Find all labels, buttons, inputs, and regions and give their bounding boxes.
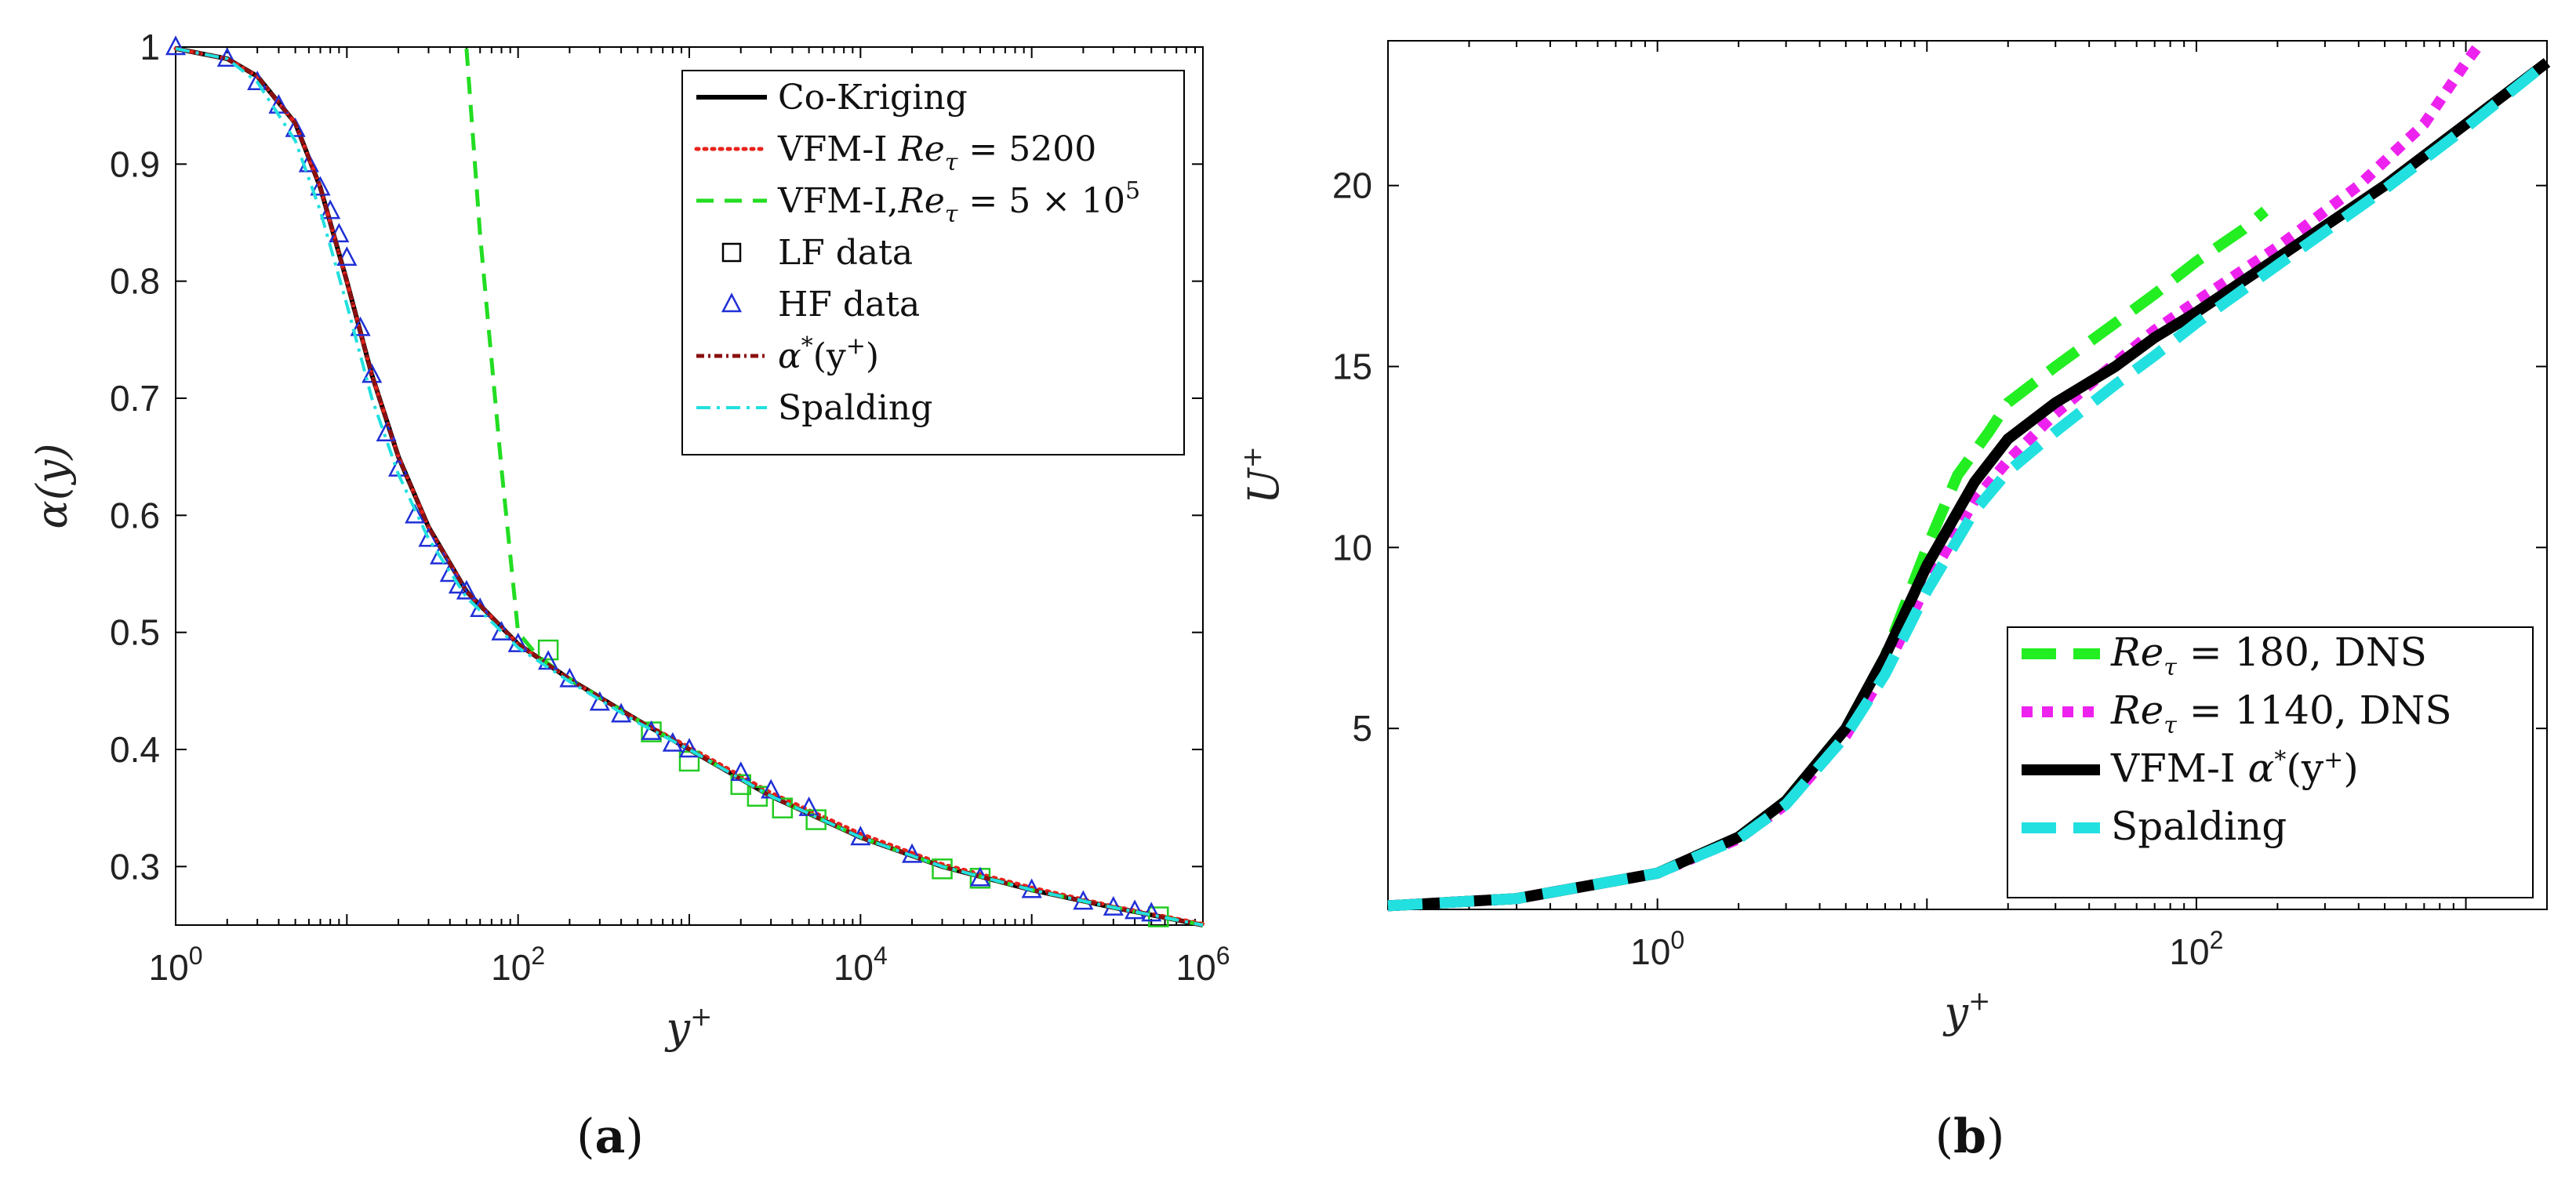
legend-label: Spalding (2111, 804, 2287, 849)
panel-a-ticks: 100 102 104 106 0.3 0.4 0.5 0.6 0.7 0.8 0.9 1 (110, 27, 1230, 988)
lf-data-point (772, 797, 794, 818)
y-tick-label: 0.7 (110, 378, 160, 419)
hf-data-point (165, 35, 187, 56)
y-tick-label: 0.5 (110, 612, 160, 653)
y-tick-label: 0.8 (110, 261, 160, 302)
hf-data-point (362, 363, 383, 383)
legend-label: Co-Kriging (778, 78, 968, 118)
series-line-2 (1387, 58, 2551, 912)
legend-label: VFM-I,Reτ = 5 × 105 (777, 177, 1140, 228)
hf-data-point (285, 117, 306, 137)
y-tick-label: 10 (1332, 527, 1372, 568)
hf-data-point (350, 316, 371, 336)
legend-label: Spalding (778, 388, 932, 428)
caption-b: (b) (1935, 1109, 2005, 1164)
hf-data-point (678, 738, 700, 758)
y-tick-label: 5 (1352, 708, 1372, 749)
x-tick-label: 106 (1176, 942, 1230, 988)
legend-label: LF data (778, 233, 913, 273)
x-tick-label: 100 (1630, 926, 1684, 972)
legend-label: α*(y+) (778, 332, 879, 376)
panel-a-chart: 100 102 104 106 0.3 0.4 0.5 0.6 0.7 0.8 0.9 1 Co-Kr… (27, 27, 1230, 1053)
y-tick-label: 0.9 (110, 143, 160, 184)
x-tick-label: 104 (834, 942, 888, 988)
lf-data-point (747, 786, 768, 807)
x-tick-label: 102 (2169, 926, 2223, 972)
x-tick-label: 100 (149, 942, 203, 988)
panel-b-ticks: 100 102 5 10 15 20 (1332, 41, 2548, 972)
y-axis-label: α(y) (27, 443, 77, 528)
legend-label: VFM-I α*(y+) (2110, 746, 2359, 791)
hf-data-point (448, 574, 470, 594)
legend-box (681, 70, 1185, 455)
panel-b-axis-labels: y+ U+ (1237, 446, 1991, 1037)
legend-label: Reτ = 180, DNS (2110, 630, 2427, 681)
legend-swatch (721, 242, 742, 263)
panel-a-axis-labels: y+ α(y) (27, 443, 713, 1053)
legend-box (2007, 626, 2534, 898)
y-tick-label: 20 (1332, 165, 1372, 206)
panel-b-legend: Reτ = 180, DNS Reτ = 1140, DNS VFM-I α*(y+… (2007, 626, 2534, 898)
hf-data-point (336, 246, 358, 267)
y-tick-label: 0.6 (110, 495, 160, 535)
hf-data-point (405, 503, 426, 524)
panel-b-chart: 100 102 5 10 15 20 Reτ = 180, DNS Reτ = 1140, … (1237, 38, 2551, 1037)
y-tick-label: 0.4 (110, 729, 160, 770)
legend-swatch (721, 292, 743, 313)
x-axis-label: y+ (1942, 985, 1990, 1037)
series-line-5 (175, 46, 1204, 927)
y-tick-label: 15 (1332, 347, 1372, 387)
series-line-2 (464, 48, 1204, 927)
x-tick-label: 102 (491, 942, 545, 988)
panel-b-series (1387, 38, 2551, 912)
series-line-6 (175, 47, 1204, 927)
hf-data-point (418, 527, 439, 547)
y-tick-label: 0.3 (110, 846, 160, 887)
series-line-3 (1387, 58, 2551, 912)
panel-a-series (165, 35, 1205, 927)
lf-data-point (678, 750, 700, 772)
legend-label: HF data (778, 285, 920, 325)
hf-data-point (430, 544, 451, 564)
hf-data-point (456, 579, 478, 600)
hf-data-point (730, 761, 751, 782)
y-tick-label: 1 (140, 27, 160, 67)
caption-a: (a) (576, 1109, 644, 1164)
x-axis-label: y+ (664, 1001, 712, 1053)
legend-label: VFM-I Reτ = 5200 (777, 129, 1096, 176)
y-axis-label: U+ (1237, 446, 1288, 504)
lf-data-point (537, 639, 559, 661)
legend-label: Reτ = 1140, DNS (2110, 688, 2452, 739)
